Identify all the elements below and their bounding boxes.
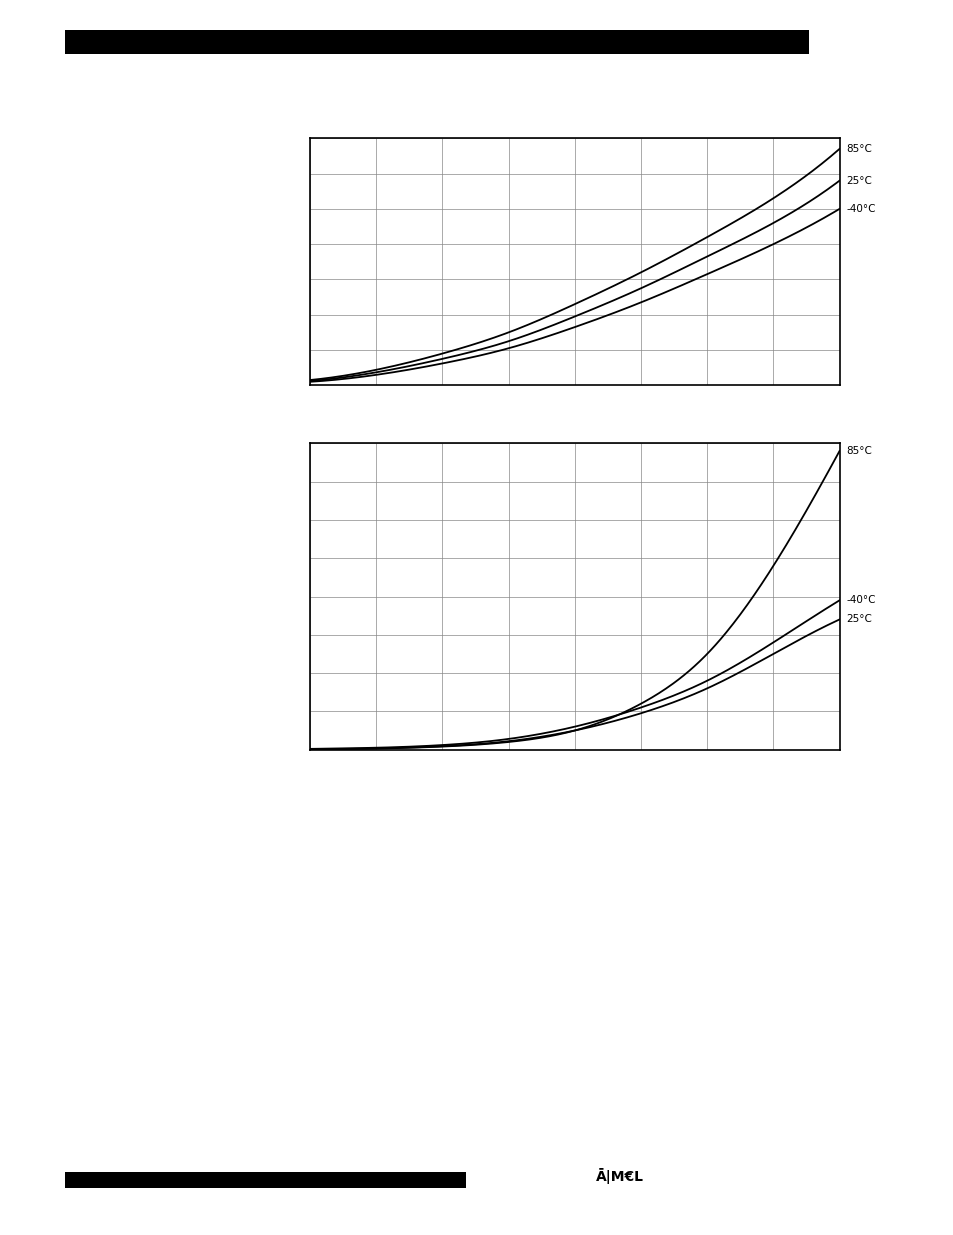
Text: -40°C: -40°C	[845, 595, 875, 605]
Text: 25°C: 25°C	[845, 615, 871, 625]
Text: Ā|M€L: Ā|M€L	[596, 1168, 643, 1184]
Text: 85°C: 85°C	[845, 144, 871, 154]
Text: -40°C: -40°C	[845, 204, 875, 214]
Text: 25°C: 25°C	[845, 175, 871, 185]
Text: 85°C: 85°C	[845, 446, 871, 456]
